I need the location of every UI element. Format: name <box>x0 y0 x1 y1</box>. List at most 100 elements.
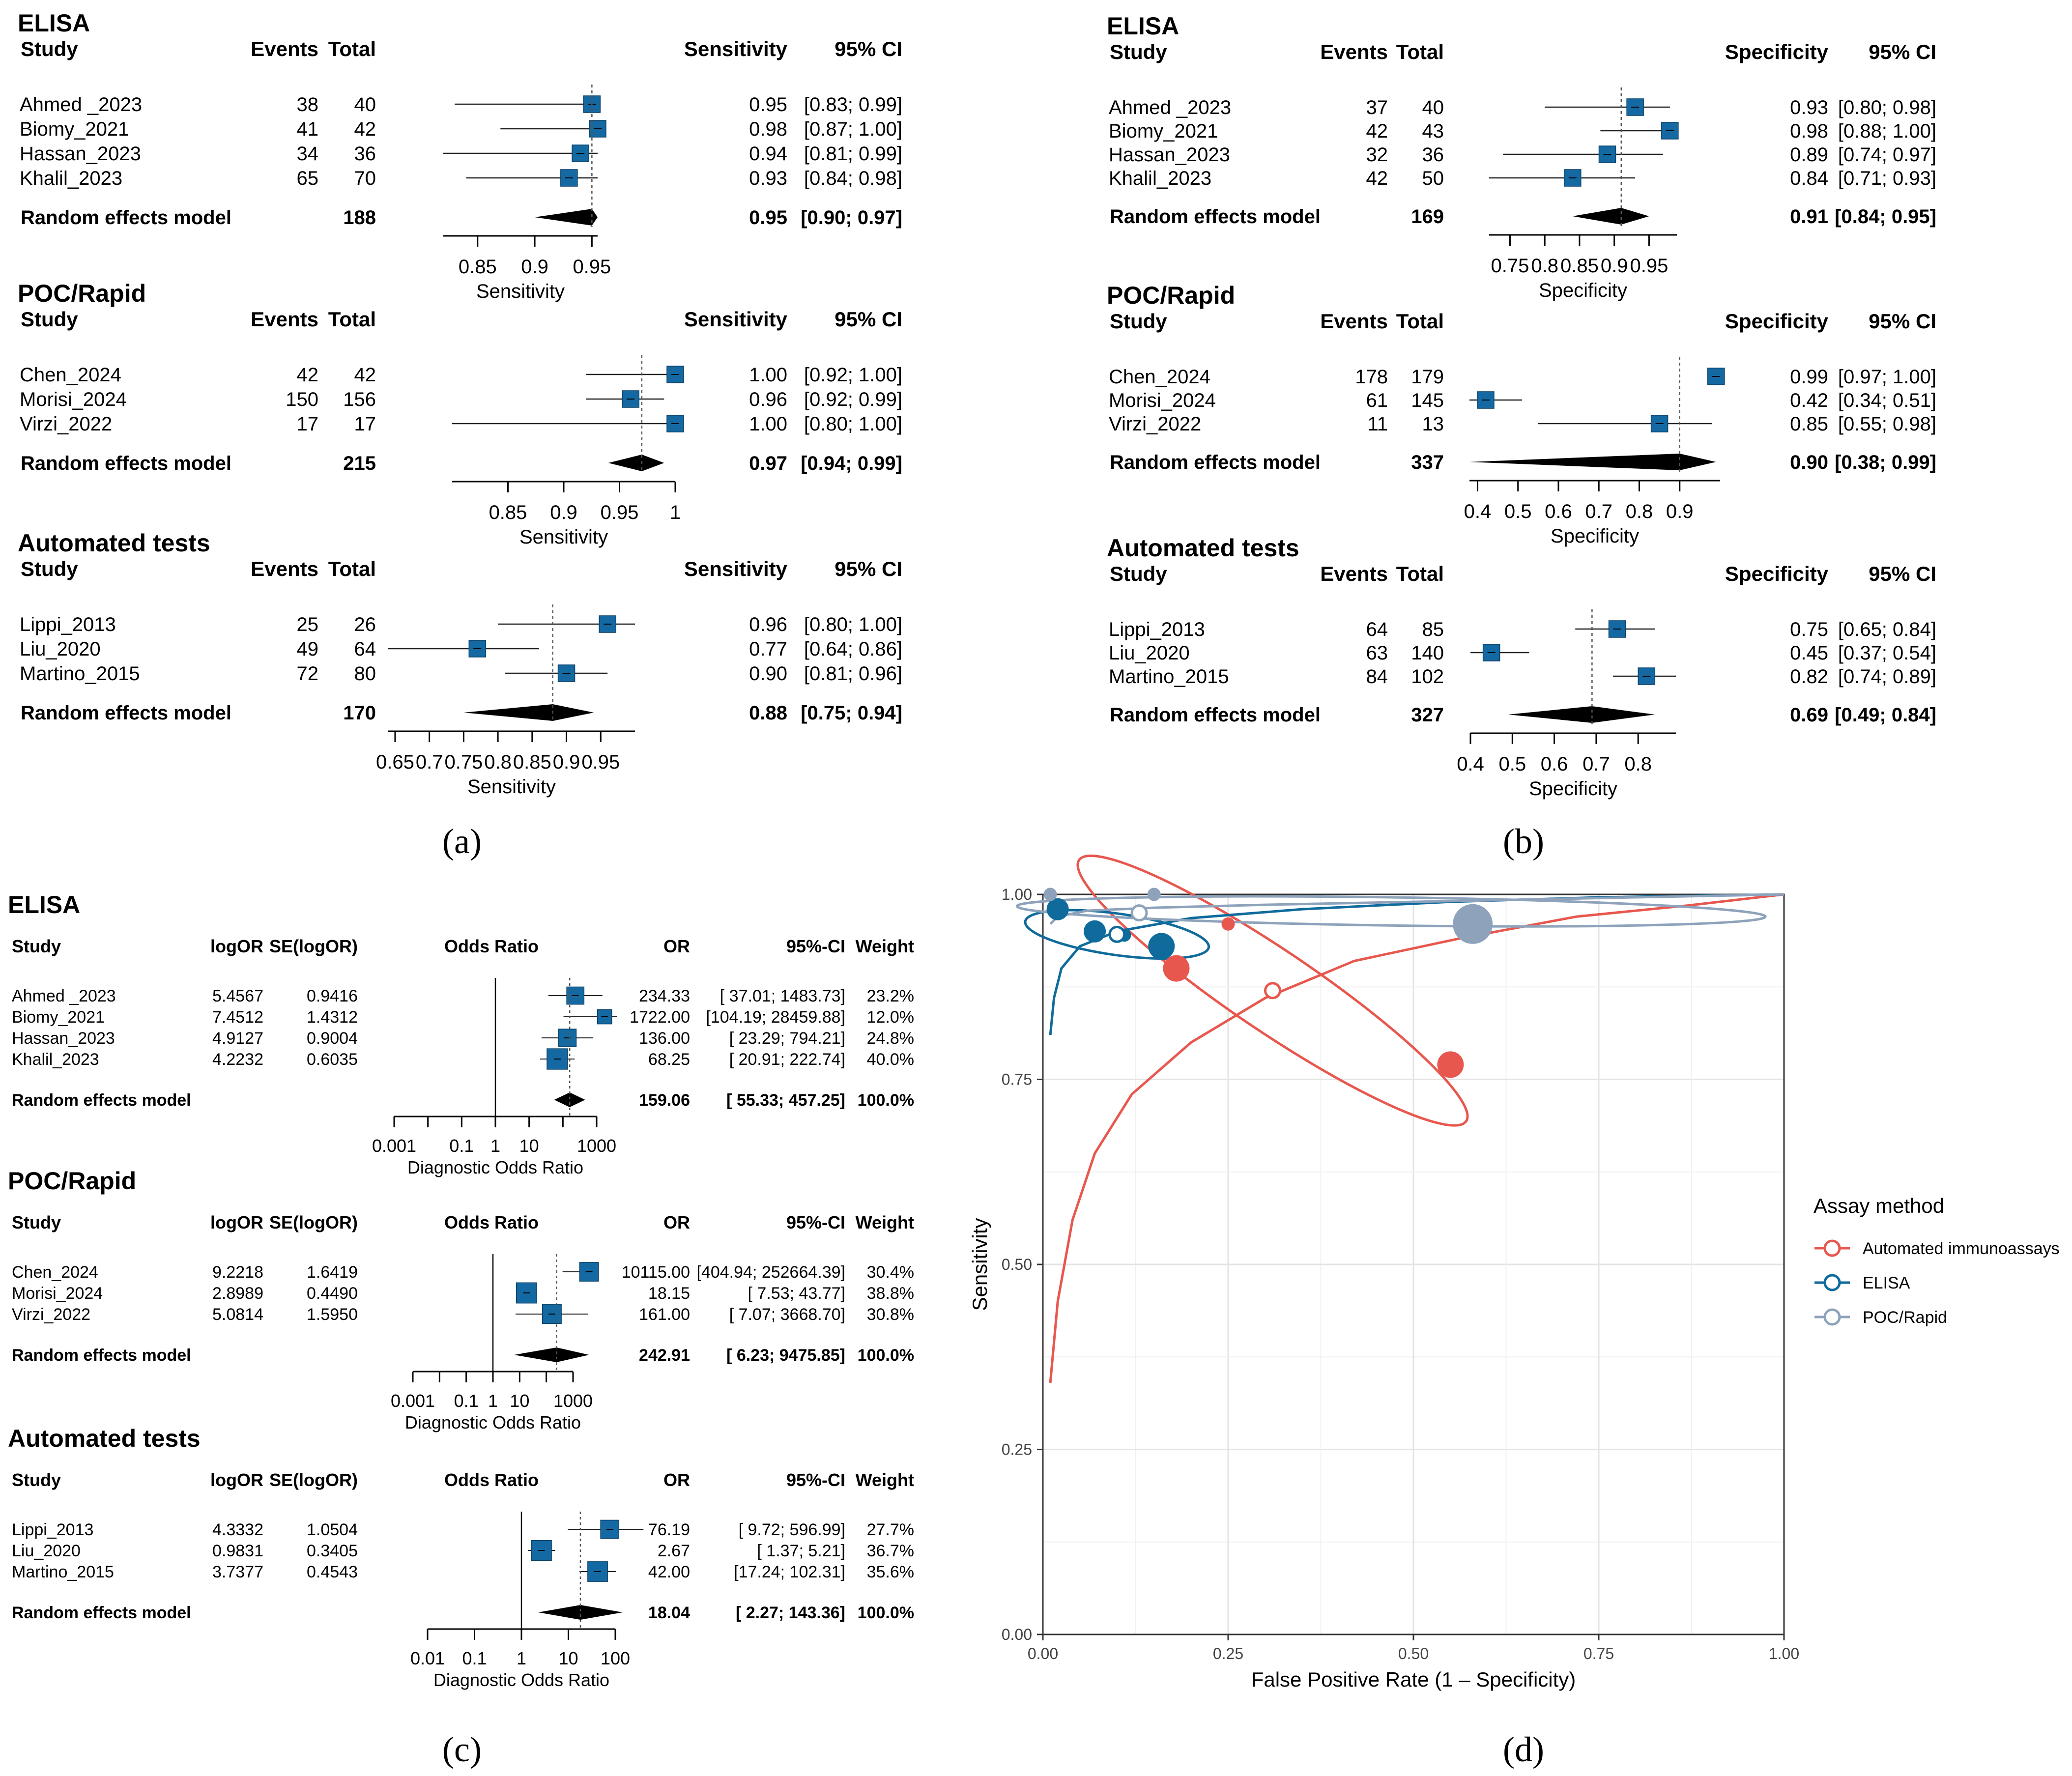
x-tick-label: 0.8 <box>484 751 512 773</box>
model-estimate: 0.88 <box>749 702 787 724</box>
study-total: 36 <box>354 143 376 165</box>
study-or: 2.67 <box>658 1542 690 1560</box>
x-tick-label: 10 <box>558 1648 578 1668</box>
study-name: Hassan_2023 <box>20 143 141 165</box>
study-estimate: 0.89 <box>1790 144 1828 166</box>
col-header-se: SE(logOR) <box>269 1212 358 1232</box>
x-tick-label: 0.25 <box>1213 1645 1243 1662</box>
col-header-total: Total <box>1396 40 1444 63</box>
model-estimate: 0.69 <box>1790 704 1828 726</box>
study-or: 161.00 <box>639 1305 690 1324</box>
study-events: 17 <box>297 413 319 435</box>
col-header-ci: 95% CI <box>835 557 902 580</box>
study-total: 13 <box>1422 413 1444 435</box>
study-ci: [0.92; 0.99] <box>804 389 902 410</box>
study-estimate: 0.93 <box>749 168 787 189</box>
col-header-ci: 95% CI <box>1869 40 1936 63</box>
x-tick-label: 0.8 <box>1624 753 1652 775</box>
study-estimate: 0.95 <box>749 94 787 115</box>
col-header-total: Total <box>1396 310 1444 333</box>
confidence-ellipse <box>1076 854 1469 1127</box>
x-tick-label: 0.75 <box>1491 255 1529 277</box>
study-or: 76.19 <box>648 1520 690 1539</box>
x-tick-label: 0.1 <box>449 1136 474 1156</box>
model-ci: [ 2.27; 143.36] <box>736 1604 845 1622</box>
group-title: Automated tests <box>8 1425 201 1452</box>
col-header-logor: logOR <box>210 936 263 956</box>
study-name: Lippi_2013 <box>20 614 116 635</box>
model-ci: [0.75; 0.94] <box>801 702 902 724</box>
x-tick-label: 1 <box>488 1391 498 1411</box>
study-name: Ahmed _2023 <box>12 987 116 1005</box>
col-header-study: Study <box>12 1212 61 1232</box>
study-name: Biomy_2021 <box>20 118 129 140</box>
col-header-events: Events <box>1320 310 1388 333</box>
model-ci: [0.49; 0.84] <box>1835 704 1936 726</box>
study-weight: 38.8% <box>867 1284 914 1303</box>
study-estimate: 1.00 <box>749 413 787 435</box>
col-header-total: Total <box>328 557 376 580</box>
model-weight: 100.0% <box>858 1604 914 1622</box>
study-logor: 4.3332 <box>212 1520 263 1539</box>
study-total: 42 <box>354 118 376 140</box>
study-estimate: 0.45 <box>1790 642 1828 664</box>
col-header-logor: logOR <box>210 1212 263 1232</box>
group-title: POC/Rapid <box>1107 282 1235 309</box>
study-estimate: 0.96 <box>749 389 787 410</box>
study-name: Virzi_2022 <box>1109 413 1201 435</box>
model-or: 159.06 <box>639 1091 690 1110</box>
col-header-weight: Weight <box>856 1212 914 1232</box>
study-name: Virzi_2022 <box>20 413 112 435</box>
x-axis-label: False Positive Rate (1 – Specificity) <box>1251 1668 1576 1691</box>
group-title: ELISA <box>1107 12 1179 40</box>
study-total: 140 <box>1411 642 1444 664</box>
x-tick-label: 0.1 <box>454 1391 479 1411</box>
study-name: Biomy_2021 <box>1109 120 1218 142</box>
study-name: Morisi_2024 <box>20 389 127 410</box>
study-total: 70 <box>354 168 376 189</box>
model-total: 170 <box>343 702 376 724</box>
study-point <box>1437 1051 1464 1078</box>
study-ci: [0.80; 1.00] <box>804 614 902 635</box>
x-tick-label: 1000 <box>577 1136 616 1156</box>
model-total: 337 <box>1411 452 1444 473</box>
model-ci: [ 55.33; 457.25] <box>726 1091 845 1110</box>
col-header-events: Events <box>1320 40 1388 63</box>
x-axis-label: Sensitivity <box>519 526 608 548</box>
model-or: 242.91 <box>639 1346 690 1365</box>
study-point <box>1046 898 1069 920</box>
x-tick-label: 0.6 <box>1545 501 1572 522</box>
model-diamond <box>463 704 594 721</box>
study-events: 49 <box>297 638 319 660</box>
study-total: 145 <box>1411 390 1444 411</box>
study-estimate: 0.93 <box>1790 97 1828 118</box>
study-name: Biomy_2021 <box>12 1008 105 1027</box>
x-axis-label: Specificity <box>1551 525 1639 547</box>
study-total: 42 <box>354 364 376 386</box>
study-name: Liu_2020 <box>20 638 101 660</box>
col-header-se: SE(logOR) <box>269 936 358 956</box>
col-header-or: OR <box>663 936 690 956</box>
study-total: 64 <box>354 638 376 660</box>
study-name: Morisi_2024 <box>12 1284 103 1303</box>
col-header-95ci: 95%-CI <box>786 936 845 956</box>
model-label: Random effects model <box>1110 206 1321 228</box>
col-header-measure: Sensitivity <box>684 37 788 60</box>
x-tick-label: 0.65 <box>376 751 414 773</box>
summary-point <box>1264 982 1281 1000</box>
x-tick-label: 0.6 <box>1541 753 1568 775</box>
study-ci: [ 20.91; 222.74] <box>729 1050 845 1069</box>
model-label: Random effects model <box>12 1604 191 1622</box>
study-name: Chen_2024 <box>20 364 121 386</box>
study-ci: [0.80; 0.98] <box>1838 97 1936 118</box>
x-tick-label: 0.4 <box>1464 501 1492 522</box>
study-point <box>1163 955 1190 982</box>
study-ci: [0.81; 0.96] <box>804 663 902 685</box>
group-title: ELISA <box>18 9 90 37</box>
study-total: 36 <box>1422 144 1444 166</box>
study-ci: [0.83; 0.99] <box>804 94 902 115</box>
model-total: 188 <box>343 207 376 229</box>
x-tick-label: 0.75 <box>444 751 483 773</box>
x-tick-label: 0.7 <box>1583 753 1610 775</box>
study-events: 32 <box>1366 144 1388 166</box>
